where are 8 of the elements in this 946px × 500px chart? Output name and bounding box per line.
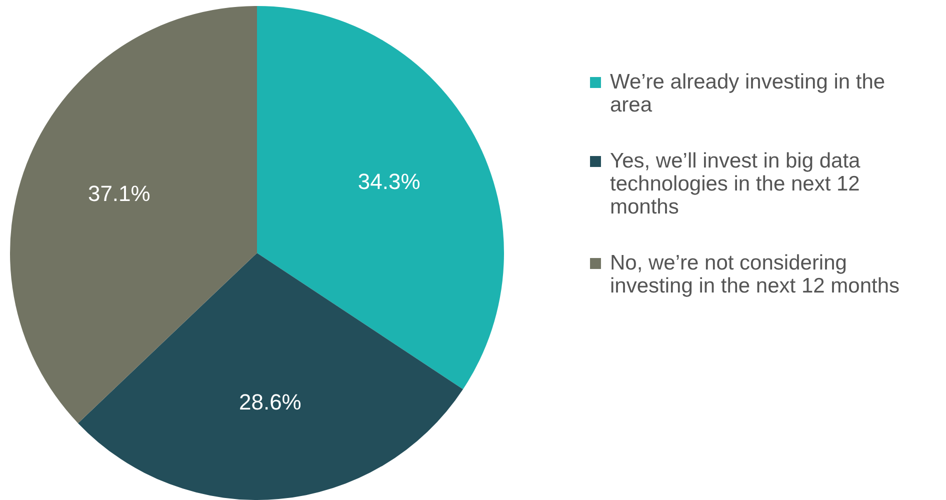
data-label: 28.6% xyxy=(238,389,302,414)
legend-label: Yes, we’ll invest in big data technologies in the next 12 months xyxy=(610,150,861,218)
data-label: 34.3% xyxy=(358,168,420,194)
legend-label: No, we’re not considering investing in the next 12 months xyxy=(610,252,900,298)
data-label: 37.1% xyxy=(88,180,150,206)
legend-label: We’re already investing in the area xyxy=(610,70,886,116)
pie-slice xyxy=(78,253,464,500)
pie-slice xyxy=(257,6,504,390)
